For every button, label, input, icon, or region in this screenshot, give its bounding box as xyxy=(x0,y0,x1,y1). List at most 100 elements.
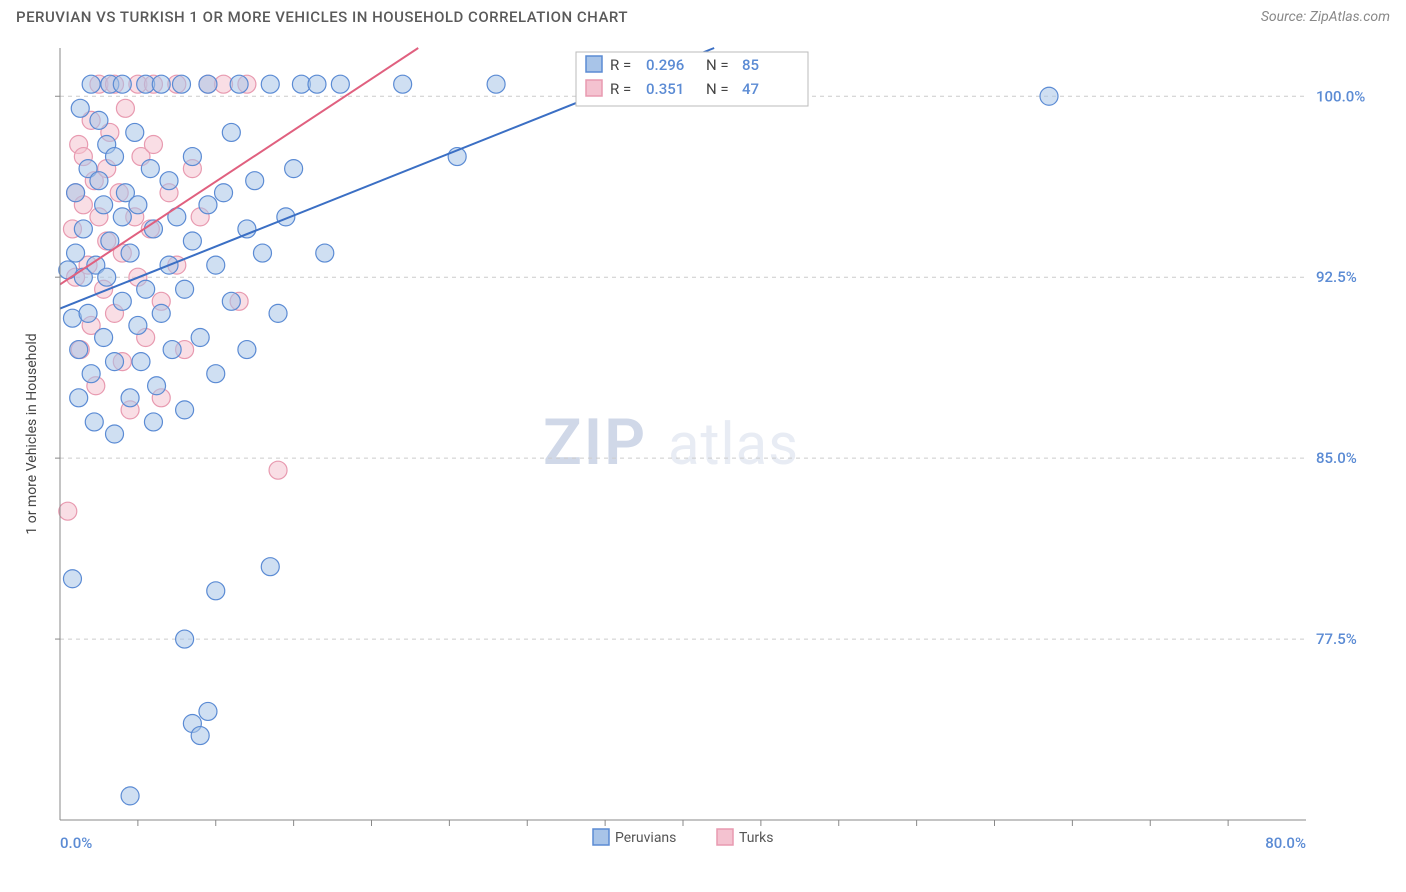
scatter-point xyxy=(116,99,134,117)
scatter-point xyxy=(90,172,108,190)
legend-n-value: 47 xyxy=(742,80,759,98)
watermark-zip: ZIP xyxy=(543,405,647,480)
scatter-point xyxy=(126,123,144,141)
legend-n-label: N = xyxy=(706,80,729,98)
scatter-point xyxy=(172,75,190,93)
correlation-scatter-chart: ZIPatlas100.0%92.5%85.0%77.5%0.0%80.0%1 … xyxy=(16,40,1390,892)
scatter-point xyxy=(106,148,124,166)
legend-r-value: 0.351 xyxy=(646,80,684,98)
scatter-point xyxy=(238,341,256,359)
scatter-point xyxy=(144,136,162,154)
scatter-point xyxy=(199,196,217,214)
scatter-point xyxy=(74,220,92,238)
source-name: ZipAtlas.com xyxy=(1310,9,1390,25)
scatter-point xyxy=(98,268,116,286)
scatter-point xyxy=(163,341,181,359)
scatter-point xyxy=(70,341,88,359)
chart-source: Source: ZipAtlas.com xyxy=(1261,9,1390,25)
scatter-point xyxy=(63,570,81,588)
scatter-point xyxy=(269,461,287,479)
scatter-point xyxy=(308,75,326,93)
scatter-point xyxy=(137,280,155,298)
scatter-point xyxy=(113,292,131,310)
scatter-point xyxy=(316,244,334,262)
scatter-point xyxy=(67,244,85,262)
scatter-point xyxy=(129,316,147,334)
chart-header: PERUVIAN VS TURKISH 1 OR MORE VEHICLES I… xyxy=(0,0,1406,30)
legend-n-label: N = xyxy=(706,56,729,74)
y-tick-label: 100.0% xyxy=(1316,87,1365,105)
scatter-point xyxy=(199,702,217,720)
source-prefix: Source: xyxy=(1261,9,1310,25)
watermark-atlas: atlas xyxy=(668,411,799,479)
scatter-point xyxy=(95,329,113,347)
x-min-label: 0.0% xyxy=(60,834,92,852)
scatter-point xyxy=(160,172,178,190)
chart-title: PERUVIAN VS TURKISH 1 OR MORE VEHICLES I… xyxy=(16,8,628,26)
scatter-point xyxy=(215,184,233,202)
scatter-point xyxy=(106,425,124,443)
scatter-point xyxy=(82,365,100,383)
scatter-point xyxy=(191,727,209,745)
scatter-point xyxy=(230,75,248,93)
scatter-point xyxy=(59,502,77,520)
scatter-point xyxy=(176,280,194,298)
scatter-point xyxy=(183,232,201,250)
scatter-point xyxy=(85,413,103,431)
y-tick-label: 92.5% xyxy=(1316,268,1357,286)
scatter-point xyxy=(222,123,240,141)
bottom-legend-label: Peruvians xyxy=(615,830,676,846)
scatter-point xyxy=(141,160,159,178)
y-tick-label: 85.0% xyxy=(1316,449,1357,467)
scatter-point xyxy=(269,304,287,322)
scatter-point xyxy=(79,304,97,322)
scatter-point xyxy=(70,389,88,407)
scatter-point xyxy=(253,244,271,262)
scatter-point xyxy=(207,582,225,600)
bottom-legend-swatch xyxy=(593,829,609,845)
bottom-legend-label: Turks xyxy=(739,830,774,846)
scatter-point xyxy=(71,99,89,117)
scatter-point xyxy=(132,353,150,371)
scatter-point xyxy=(261,75,279,93)
scatter-point xyxy=(394,75,412,93)
legend-r-value: 0.296 xyxy=(646,56,684,74)
scatter-point xyxy=(176,630,194,648)
scatter-point xyxy=(82,75,100,93)
scatter-point xyxy=(90,111,108,129)
scatter-point xyxy=(113,75,131,93)
scatter-point xyxy=(207,256,225,274)
scatter-point xyxy=(246,172,264,190)
scatter-point xyxy=(121,787,139,805)
scatter-point xyxy=(152,304,170,322)
legend-swatch xyxy=(586,80,602,96)
legend-swatch xyxy=(586,56,602,72)
legend-r-label: R = xyxy=(610,56,631,74)
scatter-point xyxy=(121,244,139,262)
scatter-point xyxy=(331,75,349,93)
chart-container: ZIPatlas100.0%92.5%85.0%77.5%0.0%80.0%1 … xyxy=(16,40,1390,892)
legend-n-value: 85 xyxy=(742,56,759,74)
scatter-point xyxy=(176,401,194,419)
scatter-point xyxy=(285,160,303,178)
scatter-point xyxy=(106,353,124,371)
scatter-point xyxy=(129,196,147,214)
scatter-point xyxy=(121,389,139,407)
scatter-point xyxy=(199,75,217,93)
scatter-point xyxy=(144,413,162,431)
scatter-point xyxy=(113,208,131,226)
scatter-point xyxy=(152,75,170,93)
y-axis-title: 1 or more Vehicles in Household xyxy=(24,333,40,534)
legend-r-label: R = xyxy=(610,80,631,98)
scatter-point xyxy=(261,558,279,576)
scatter-point xyxy=(148,377,166,395)
scatter-point xyxy=(487,75,505,93)
scatter-point xyxy=(238,220,256,238)
x-max-label: 80.0% xyxy=(1265,834,1306,852)
scatter-point xyxy=(67,184,85,202)
scatter-point xyxy=(191,329,209,347)
scatter-point xyxy=(222,292,240,310)
bottom-legend-swatch xyxy=(717,829,733,845)
scatter-point xyxy=(95,196,113,214)
scatter-point xyxy=(207,365,225,383)
